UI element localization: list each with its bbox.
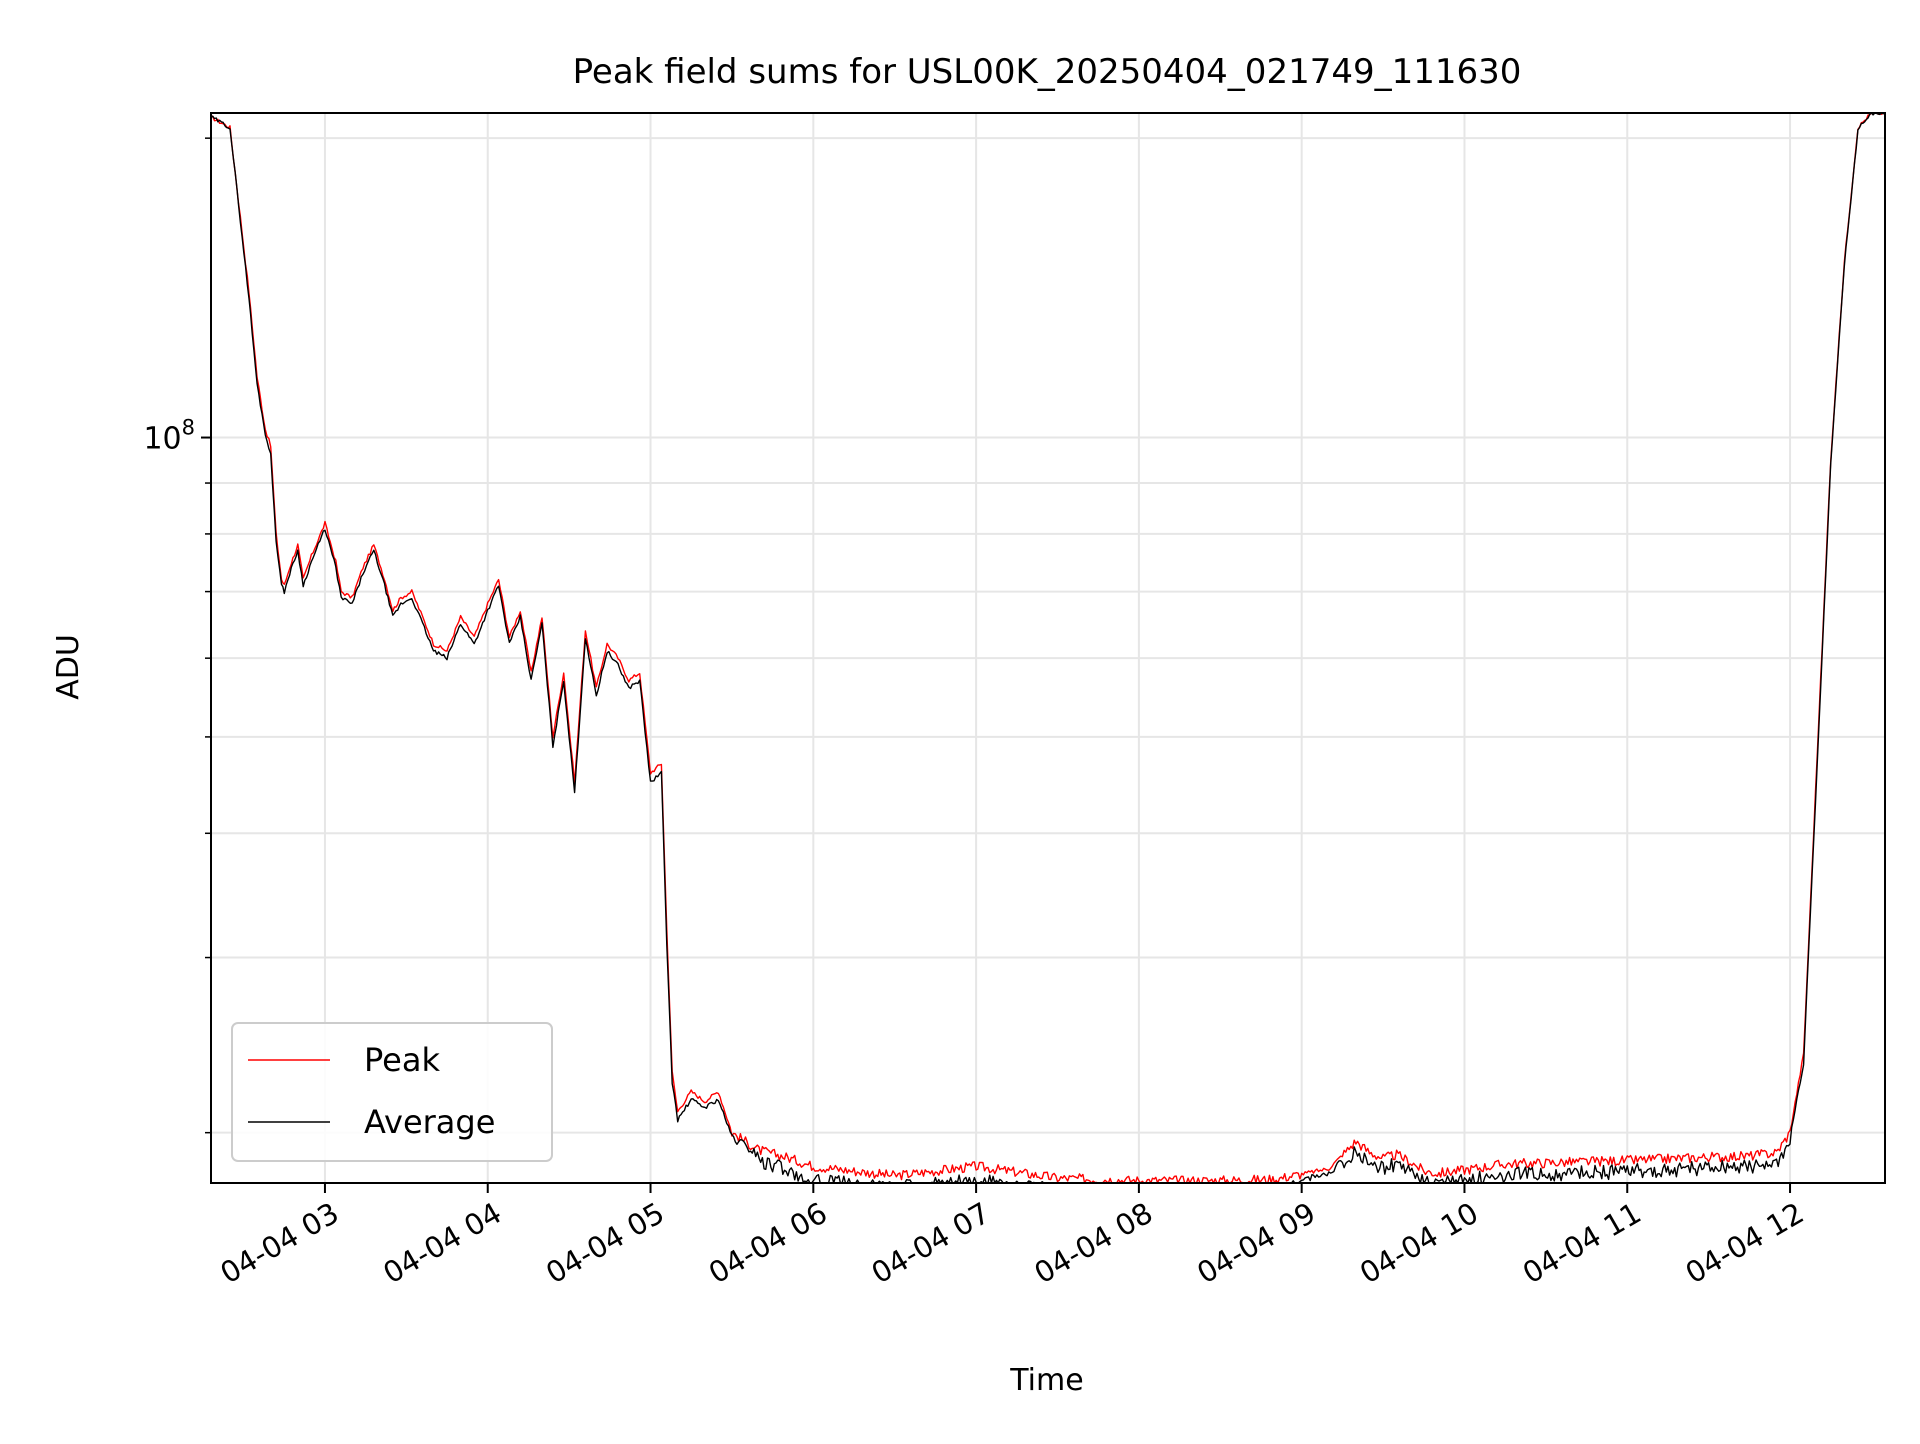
x-axis-label: Time <box>1009 1363 1083 1398</box>
series-line-peak <box>210 112 1885 1184</box>
plot-frame <box>210 112 1886 1184</box>
legend: Peak Average <box>231 1022 553 1162</box>
y-axis-label: ADU <box>51 634 86 700</box>
chart-title: Peak field sums for USL00K_20250404_0217… <box>573 52 1522 92</box>
legend-label-peak: Peak <box>364 1041 440 1079</box>
grid-lines <box>211 113 1885 1183</box>
y-tick-label-exponent: 8 <box>182 416 195 440</box>
legend-label-average: Average <box>364 1103 495 1141</box>
y-tick-label-base: 10 <box>143 422 181 457</box>
y-tick-label: 108 <box>143 416 195 457</box>
legend-box <box>231 1022 553 1162</box>
